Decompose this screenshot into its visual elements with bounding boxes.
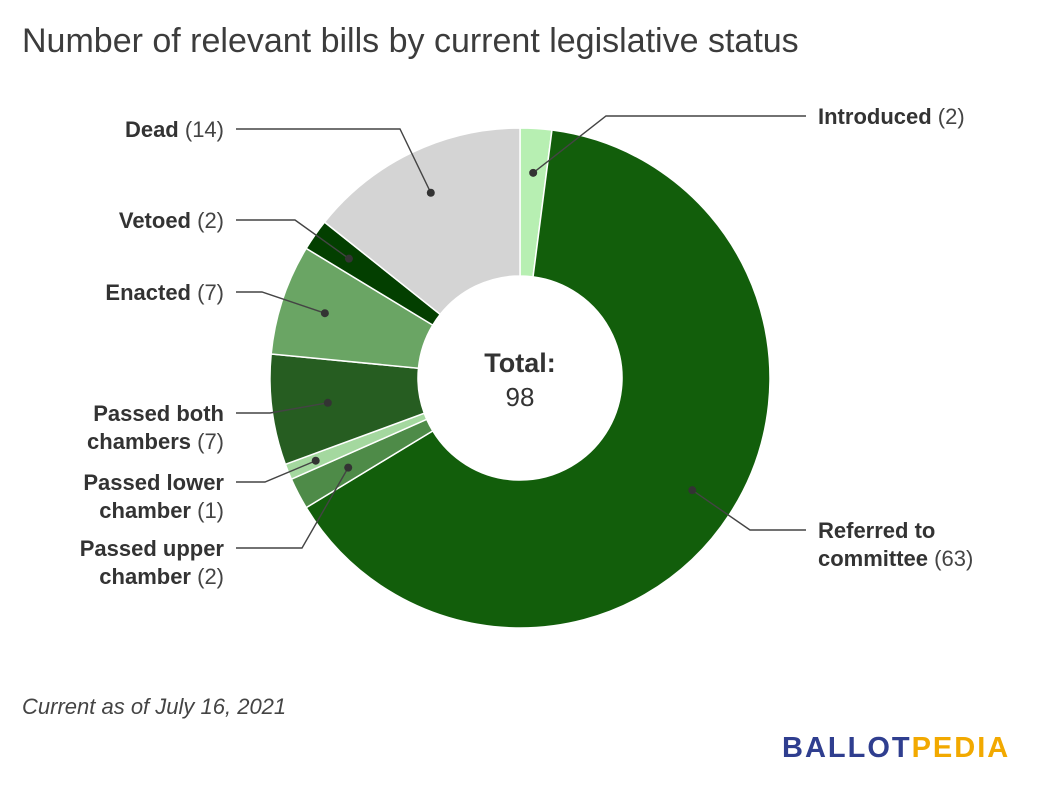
footnote: Current as of July 16, 2021 [22,694,287,719]
data-label-passed-both-chambers: Passed both chambers (7) [87,401,224,454]
data-label-passed-lower-chamber: Passed lower chamber (1) [83,470,224,523]
logo-pedia: PEDIA [911,732,1011,764]
leader-line-passed-both-chambers [236,402,328,414]
leader-dot-passed-upper-chamber [344,463,353,472]
leader-dot-dead [426,188,435,197]
data-label-referred-to-committee: Referred to committee (63) [818,518,973,571]
leader-line-passed-upper-chamber [236,467,349,549]
data-label-enacted: Enacted (7) [105,280,224,305]
leader-line-introduced [532,115,806,174]
data-label-passed-upper-chamber: Passed upper chamber (2) [80,536,225,589]
leader-dot-enacted [320,309,329,318]
chart-title: Number of relevant bills by current legi… [22,22,799,60]
logo-ballot: BALLOT [782,732,912,764]
leader-dot-referred-to-committee [688,486,697,495]
data-label-introduced: Introduced (2) [818,104,965,129]
leader-line-referred-to-committee [691,489,806,531]
ballotpedia-logo: BALLOTPEDIA [782,732,1010,765]
leader-dot-vetoed [344,254,353,263]
leader-dot-introduced [529,168,538,177]
center-total-label: Total: [484,348,555,378]
slice-referred-to-committee [305,129,771,629]
slice-dead [323,127,521,316]
data-label-dead: Dead (14) [125,117,224,142]
leader-line-dead [236,128,432,194]
data-label-vetoed: Vetoed (2) [119,208,224,233]
leader-dot-passed-both-chambers [323,398,332,407]
leader-line-passed-lower-chamber [236,460,316,483]
leader-dot-passed-lower-chamber [311,456,320,465]
leader-line-enacted [236,291,326,314]
center-total-value: 98 [506,382,535,412]
leader-line-vetoed [236,219,350,260]
